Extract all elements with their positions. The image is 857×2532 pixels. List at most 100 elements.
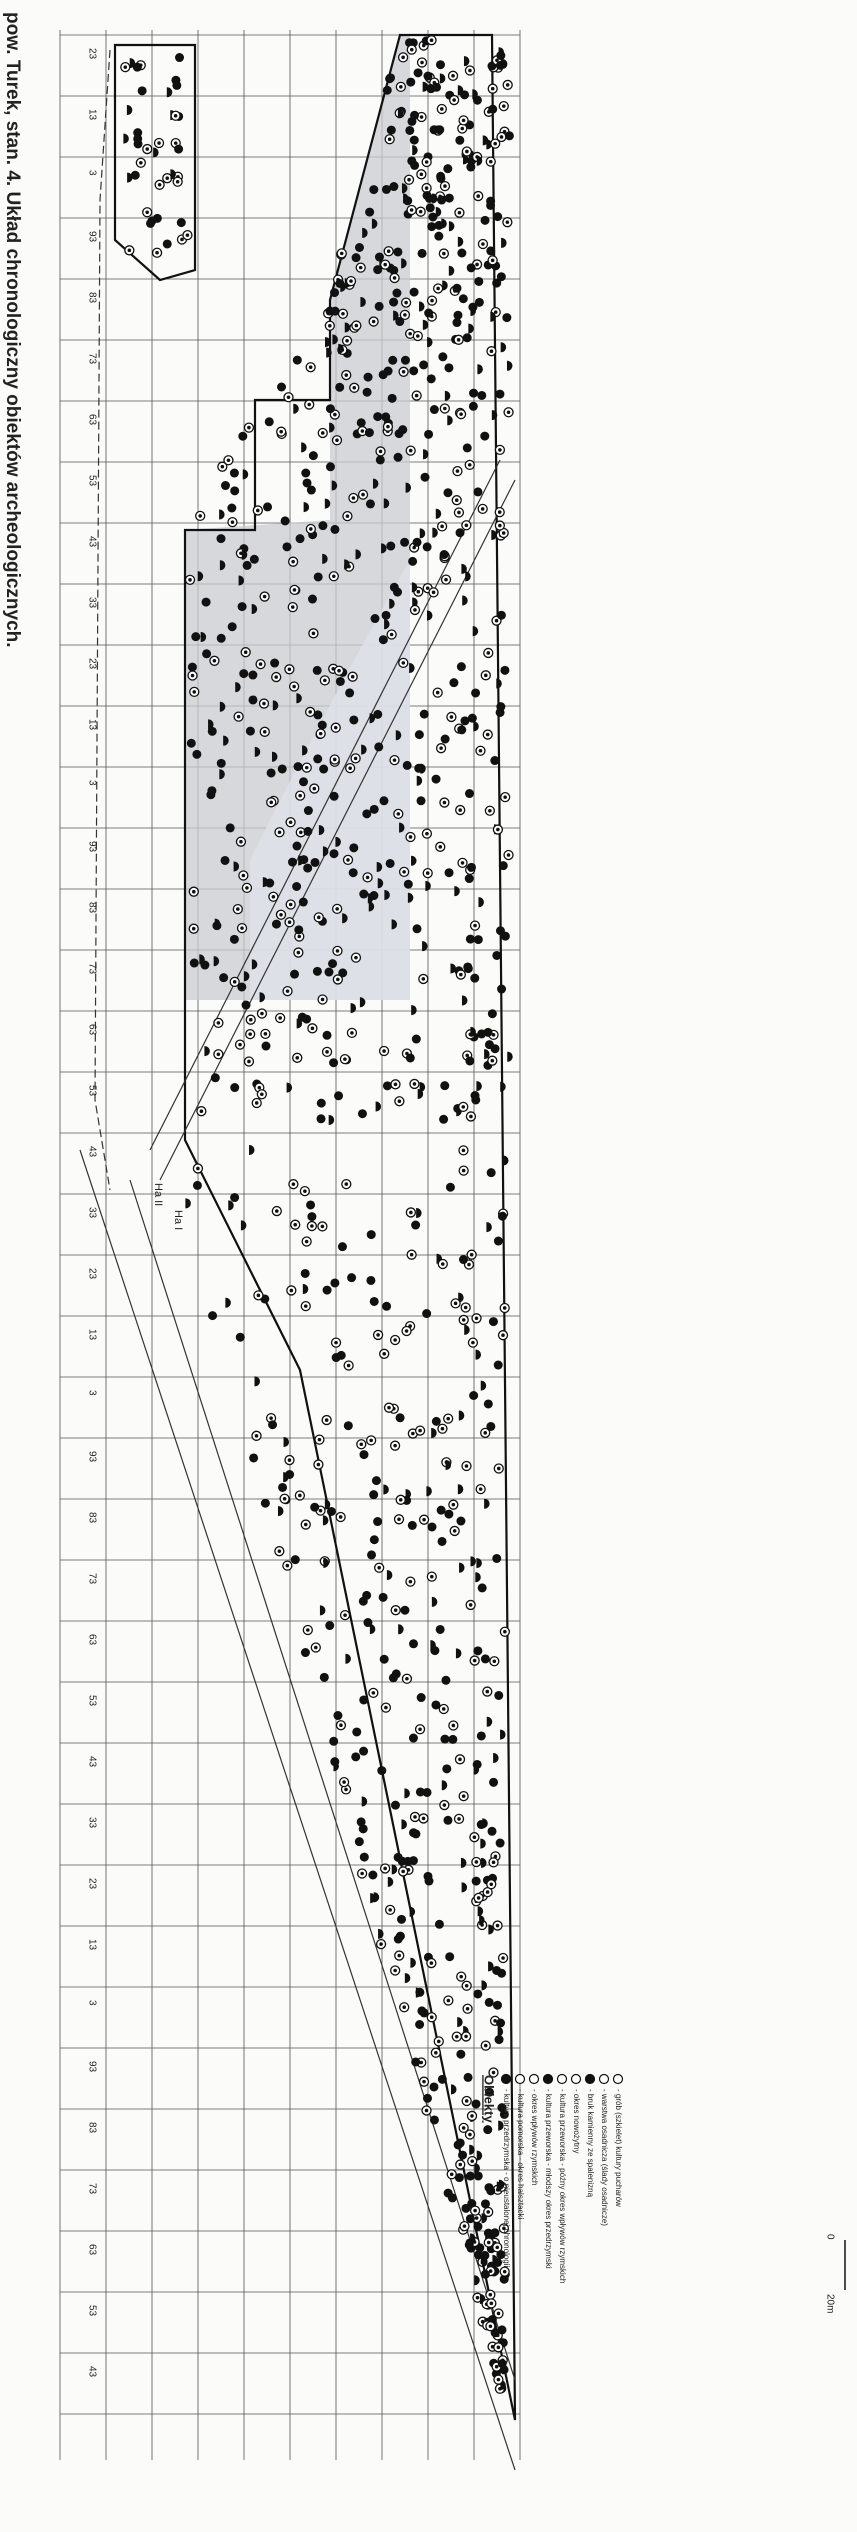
feature-core	[494, 2364, 499, 2369]
feature-core	[444, 577, 448, 582]
feature-dot	[464, 789, 474, 799]
feature-dot	[434, 220, 444, 230]
feature-half	[242, 469, 249, 480]
feature-core	[257, 1085, 262, 1090]
feature-core	[248, 1017, 253, 1022]
feature-core	[286, 395, 291, 400]
feature-core	[361, 492, 365, 497]
feature-half	[383, 1484, 389, 1495]
feature-half	[407, 892, 414, 903]
boundary-line	[129, 1179, 516, 2381]
feature-half	[166, 87, 173, 98]
feature-core	[354, 323, 359, 328]
feature-core	[425, 586, 430, 590]
feature-core	[175, 179, 180, 184]
feature-core	[501, 104, 506, 108]
feature-half	[386, 1570, 393, 1581]
grid-label: 3	[86, 170, 97, 176]
feature-core	[310, 1224, 314, 1228]
feature-dot	[422, 1309, 432, 1319]
feature-dot	[130, 170, 140, 180]
feature-core	[304, 1239, 309, 1244]
feature-dot	[260, 1498, 270, 1508]
feature-core	[353, 756, 358, 761]
feature-dot	[467, 713, 477, 723]
feature-half	[240, 1220, 247, 1231]
feature-dot	[351, 1752, 361, 1762]
feature-dot	[495, 1838, 505, 1848]
feature-half	[283, 1472, 289, 1483]
feature-dot	[476, 1820, 486, 1830]
feature-core	[489, 1882, 494, 1887]
feature-dot	[405, 1053, 415, 1063]
feature-dot	[263, 502, 273, 512]
feature-core	[282, 1496, 287, 1501]
feature-dot	[338, 968, 348, 978]
feature-half	[219, 769, 225, 780]
feature-core	[287, 920, 292, 925]
feature-core	[418, 1727, 422, 1732]
feature-core	[287, 667, 292, 672]
feature-core	[490, 86, 495, 91]
feature-core	[472, 1658, 477, 1663]
feature-core	[429, 2015, 434, 2020]
legend-symbol	[500, 2073, 512, 2085]
feature-dot	[308, 451, 318, 461]
feature-core	[440, 1262, 445, 1266]
feature-half	[500, 1081, 506, 1092]
feature-half	[204, 1046, 210, 1057]
feature-half	[213, 956, 220, 967]
road-line	[149, 459, 501, 1151]
feature-dot	[469, 388, 479, 398]
feature-dot	[335, 278, 345, 288]
feature-core	[473, 923, 477, 928]
feature-dot	[460, 716, 470, 726]
grid-label: 63	[86, 2244, 97, 2256]
feature-core	[274, 675, 279, 679]
feature-dot	[449, 678, 459, 688]
feature-core	[254, 1101, 259, 1105]
feature-half	[384, 619, 390, 630]
feature-dot	[437, 1536, 447, 1546]
feature-half	[322, 846, 329, 857]
feature-core	[307, 402, 312, 407]
feature-dot	[318, 521, 328, 531]
feature-dot	[492, 2000, 502, 2010]
grid-label: 53	[86, 475, 97, 487]
feature-core	[379, 1942, 383, 1946]
feature-core	[485, 1689, 490, 1694]
feature-half	[391, 919, 398, 930]
feature-core	[419, 2060, 424, 2065]
feature-dot	[249, 1453, 259, 1463]
feature-half	[479, 1915, 485, 1926]
feature-dot	[369, 1490, 379, 1500]
feature-core	[247, 425, 251, 430]
feature-half	[450, 2084, 457, 2095]
feature-half	[359, 997, 366, 1008]
feature-dot	[359, 1746, 369, 1756]
feature-core	[442, 251, 446, 256]
feature-dot	[429, 2082, 439, 2092]
feature-dot	[435, 1624, 445, 1634]
feature-dot	[386, 73, 396, 83]
feature-half	[361, 744, 367, 755]
feature-half	[482, 2256, 488, 2267]
legend-item: - kultura przeworska - późny okres wpływ…	[558, 2089, 567, 2283]
feature-dot	[462, 333, 472, 343]
feature-dot	[492, 1553, 502, 1563]
feature-dot	[348, 868, 358, 878]
feature-dot	[431, 1416, 441, 1426]
feature-core	[446, 1416, 450, 1421]
feature-dot	[400, 537, 410, 547]
feature-dot	[400, 355, 410, 365]
feature-dot	[356, 1817, 366, 1827]
legend-item: - grób (szkielet) kultury pucharów	[614, 2089, 623, 2207]
feature-core	[424, 2108, 429, 2113]
feature-half	[470, 1556, 476, 1567]
feature-half	[455, 1648, 462, 1659]
feature-core	[502, 2226, 506, 2231]
feature-dot	[498, 861, 508, 871]
feature-dot	[212, 921, 222, 931]
feature-core	[139, 160, 143, 165]
feature-core	[298, 1493, 302, 1498]
